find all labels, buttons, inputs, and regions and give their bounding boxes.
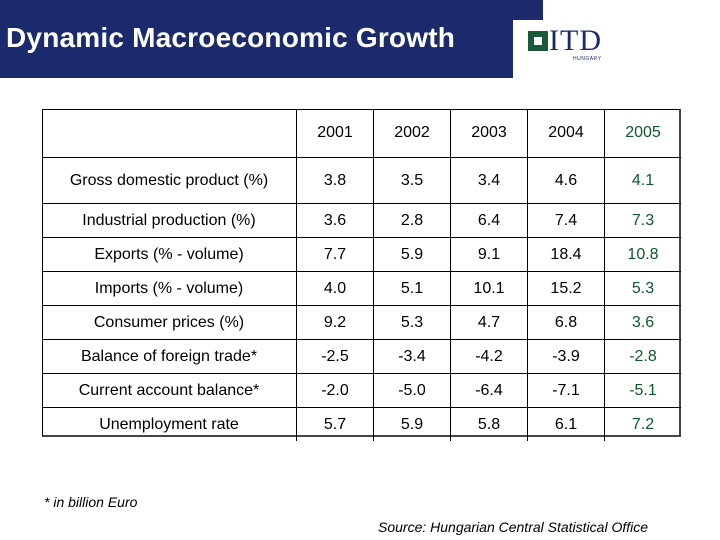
year-header: 2005 [604, 109, 681, 158]
table-cell: -5.1 [604, 373, 681, 408]
table-cell: 15.2 [527, 271, 605, 306]
table-cell: 5.7 [296, 407, 374, 441]
table-cell: 3.8 [296, 157, 374, 204]
table-row: Industrial production (%) 3.6 2.8 6.4 7.… [42, 203, 681, 238]
logo-square-icon [528, 31, 548, 51]
logo-subtext: HUNGARY [573, 56, 602, 62]
table-cell: 5.8 [450, 407, 528, 441]
table-row: Exports (% - volume) 7.7 5.9 9.1 18.4 10… [42, 237, 681, 272]
table-cell: 9.2 [296, 305, 374, 340]
table-cell: 9.1 [450, 237, 528, 272]
row-label: Balance of foreign trade* [42, 339, 297, 374]
table-cell: 3.6 [296, 203, 374, 238]
table-cell: 18.4 [527, 237, 605, 272]
year-header: 2004 [527, 109, 605, 158]
year-header: 2002 [373, 109, 451, 158]
table-cell: 3.6 [604, 305, 681, 340]
table-cell: 10.8 [604, 237, 681, 272]
title-banner: Dynamic Macroeconomic Growth [0, 0, 513, 78]
year-header: 2003 [450, 109, 528, 158]
table-cell: 6.4 [450, 203, 528, 238]
table-cell: 7.4 [527, 203, 605, 238]
table-cell: -3.4 [373, 339, 451, 374]
row-label: Imports (% - volume) [42, 271, 297, 306]
table-cell: 5.1 [373, 271, 451, 306]
row-label: Gross domestic product (%) [42, 157, 297, 204]
table-cell: 4.0 [296, 271, 374, 306]
header-corner [42, 109, 297, 158]
table-cell: -2.0 [296, 373, 374, 408]
logo-text: ITD [549, 24, 602, 57]
table-cell: -3.9 [527, 339, 605, 374]
table-cell: 5.3 [604, 271, 681, 306]
table-cell: -4.2 [450, 339, 528, 374]
table-cell: 7.3 [604, 203, 681, 238]
row-label: Industrial production (%) [42, 203, 297, 238]
itd-hungary-logo: ITD HUNGARY [513, 20, 623, 66]
table-cell: 5.9 [373, 237, 451, 272]
table-cell: 3.5 [373, 157, 451, 204]
page-title: Dynamic Macroeconomic Growth [6, 22, 456, 53]
row-label: Exports (% - volume) [42, 237, 297, 272]
table-row: Balance of foreign trade* -2.5 -3.4 -4.2… [42, 339, 681, 374]
table-row: Current account balance* -2.0 -5.0 -6.4 … [42, 373, 681, 408]
footnote: * in billion Euro [44, 494, 138, 510]
table-cell: -2.5 [296, 339, 374, 374]
table-row: Unemployment rate 5.7 5.9 5.8 6.1 7.2 [42, 407, 681, 441]
table-cell: 6.1 [527, 407, 605, 441]
table-cell: 7.2 [604, 407, 681, 441]
table-cell: 4.6 [527, 157, 605, 204]
table-cell: 5.3 [373, 305, 451, 340]
macro-table: 2001 2002 2003 2004 2005 Gross domestic … [42, 109, 681, 441]
table-cell: 4.1 [604, 157, 681, 204]
table-cell: 2.8 [373, 203, 451, 238]
table-cell: 10.1 [450, 271, 528, 306]
year-header: 2001 [296, 109, 374, 158]
row-label: Unemployment rate [99, 415, 239, 433]
table-row: Gross domestic product (%) 3.8 3.5 3.4 4… [42, 157, 681, 204]
table-cell: 7.7 [296, 237, 374, 272]
row-label: Current account balance* [42, 373, 297, 408]
table-cell: -6.4 [450, 373, 528, 408]
table-header-row: 2001 2002 2003 2004 2005 [42, 109, 681, 158]
table-cell: -2.8 [604, 339, 681, 374]
table-cell: 5.9 [373, 407, 451, 441]
table-cell: -5.0 [373, 373, 451, 408]
table-row: Imports (% - volume) 4.0 5.1 10.1 15.2 5… [42, 271, 681, 306]
table-cell: 4.7 [450, 305, 528, 340]
table-row: Consumer prices (%) 9.2 5.3 4.7 6.8 3.6 [42, 305, 681, 340]
row-label: Consumer prices (%) [42, 305, 297, 340]
table-cell: 6.8 [527, 305, 605, 340]
table-cell: -7.1 [527, 373, 605, 408]
source-note: Source: Hungarian Central Statistical Of… [378, 519, 649, 535]
table-cell: 3.4 [450, 157, 528, 204]
